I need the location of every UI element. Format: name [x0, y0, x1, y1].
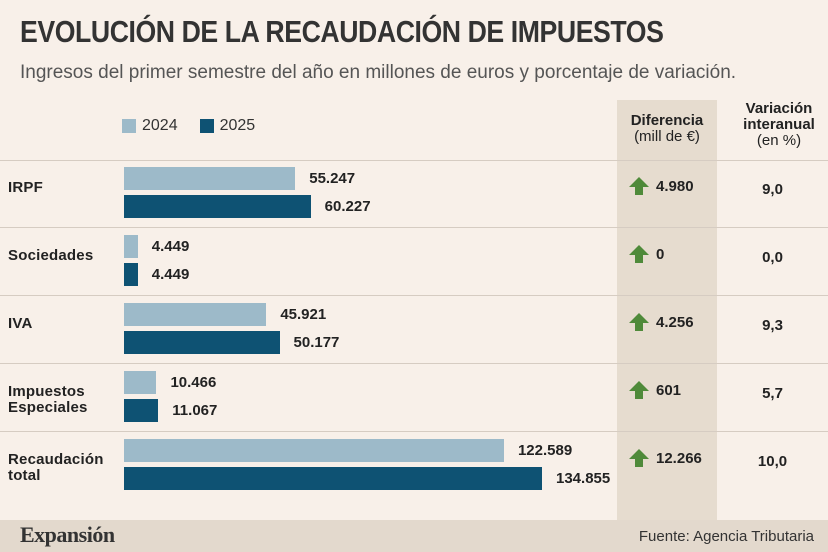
variation-header-title-2: interanual: [743, 116, 815, 133]
variation-value: 5,7: [762, 385, 783, 402]
difference-value: 4.256: [656, 313, 694, 331]
difference-cell: 0: [628, 244, 664, 264]
bar-impuestos-especiales-2024: [124, 371, 157, 394]
legend-swatch-2024: [122, 119, 136, 133]
row-label-recaudaci-n-total: Recaudación total: [8, 452, 104, 484]
row-label-line: Recaudación: [8, 451, 104, 468]
bar-value-label: 4.449: [151, 238, 190, 255]
difference-cell: 4.256: [628, 312, 694, 332]
bar-impuestos-especiales-2025: [124, 399, 159, 422]
bar-value-label: 60.227: [324, 198, 371, 215]
bar-value-label: 11.067: [172, 402, 218, 419]
row-label-line: total: [8, 467, 41, 484]
bar-recaudaci-n-total-2025: [124, 467, 542, 490]
bar-value-label: 45.921: [280, 306, 327, 323]
bar-sociedades-2024: [124, 235, 138, 258]
difference-value: 0: [656, 245, 665, 263]
row-separator: [0, 363, 828, 364]
legend-swatch-2025: [199, 119, 214, 133]
bar-value-label: 10.466: [170, 374, 217, 391]
difference-value: 12.266: [656, 449, 702, 467]
bar-value-label: 134.855: [556, 470, 611, 487]
row-separator: [0, 227, 828, 228]
legend-label-2024: 2024: [142, 117, 178, 134]
row-label-impuestos-especiales: Impuestos Especiales: [8, 384, 88, 416]
row-label-iva: IVA: [8, 316, 33, 332]
row-separator: [0, 295, 828, 296]
bar-iva-2025: [124, 331, 280, 354]
row-label-line: Impuestos: [8, 383, 85, 400]
row-label-line: Especiales: [8, 399, 88, 416]
row-separator: [0, 431, 828, 432]
difference-cell: 12.266: [628, 448, 702, 468]
difference-column-band: [617, 100, 717, 520]
legend-item-2024: 2024: [122, 117, 178, 135]
difference-cell: 601: [628, 380, 681, 400]
bar-value-label: 55.247: [309, 170, 356, 187]
footer-bar: [0, 520, 828, 552]
variation-value: 0,0: [762, 249, 783, 266]
bar-iva-2024: [124, 303, 267, 326]
chart-subtitle: Ingresos del primer semestre del año en …: [20, 62, 737, 83]
variation-value: 9,3: [762, 317, 783, 334]
difference-value: 4.980: [656, 177, 694, 195]
arrow-up-icon: [629, 313, 649, 331]
row-label-line: IRPF: [8, 179, 43, 196]
difference-header-unit: (mill de €): [634, 128, 700, 145]
bar-recaudaci-n-total-2024: [124, 439, 504, 462]
difference-column-header: Diferencia (mill de €): [617, 113, 717, 145]
bar-value-label: 50.177: [293, 334, 340, 351]
variation-column-header: Variación interanual (en %): [730, 101, 828, 149]
variation-header-unit: (en %): [756, 132, 802, 149]
variation-header-title-1: Variación: [745, 100, 813, 117]
row-label-line: Sociedades: [8, 247, 94, 264]
bar-value-label: 4.449: [151, 266, 190, 283]
legend-label-2025: 2025: [219, 117, 256, 134]
legend: 2024 2025: [122, 117, 255, 135]
arrow-up-icon: [629, 449, 649, 467]
variation-value: 9,0: [762, 181, 783, 198]
chart-title: EVOLUCIÓN DE LA RECAUDACIÓN DE IMPUESTOS: [20, 14, 664, 49]
arrow-up-icon: [629, 177, 649, 195]
difference-cell: 4.980: [628, 176, 694, 196]
row-label-line: IVA: [8, 315, 33, 332]
difference-value: 601: [656, 381, 682, 399]
bar-value-label: 122.589: [517, 442, 573, 459]
arrow-up-icon: [629, 381, 649, 399]
source-note: Fuente: Agencia Tributaria: [638, 528, 814, 545]
variation-value: 10,0: [757, 453, 788, 470]
arrow-up-icon: [629, 245, 649, 263]
row-label-irpf: IRPF: [8, 180, 43, 196]
bar-irpf-2025: [124, 195, 311, 218]
bar-irpf-2024: [124, 167, 296, 190]
brand-logo: Expansión: [20, 522, 115, 547]
bar-sociedades-2025: [124, 263, 138, 286]
row-separator: [0, 160, 828, 161]
legend-item-2025: 2025: [199, 117, 256, 135]
difference-header-title: Diferencia: [630, 112, 704, 129]
row-label-sociedades: Sociedades: [8, 248, 93, 264]
